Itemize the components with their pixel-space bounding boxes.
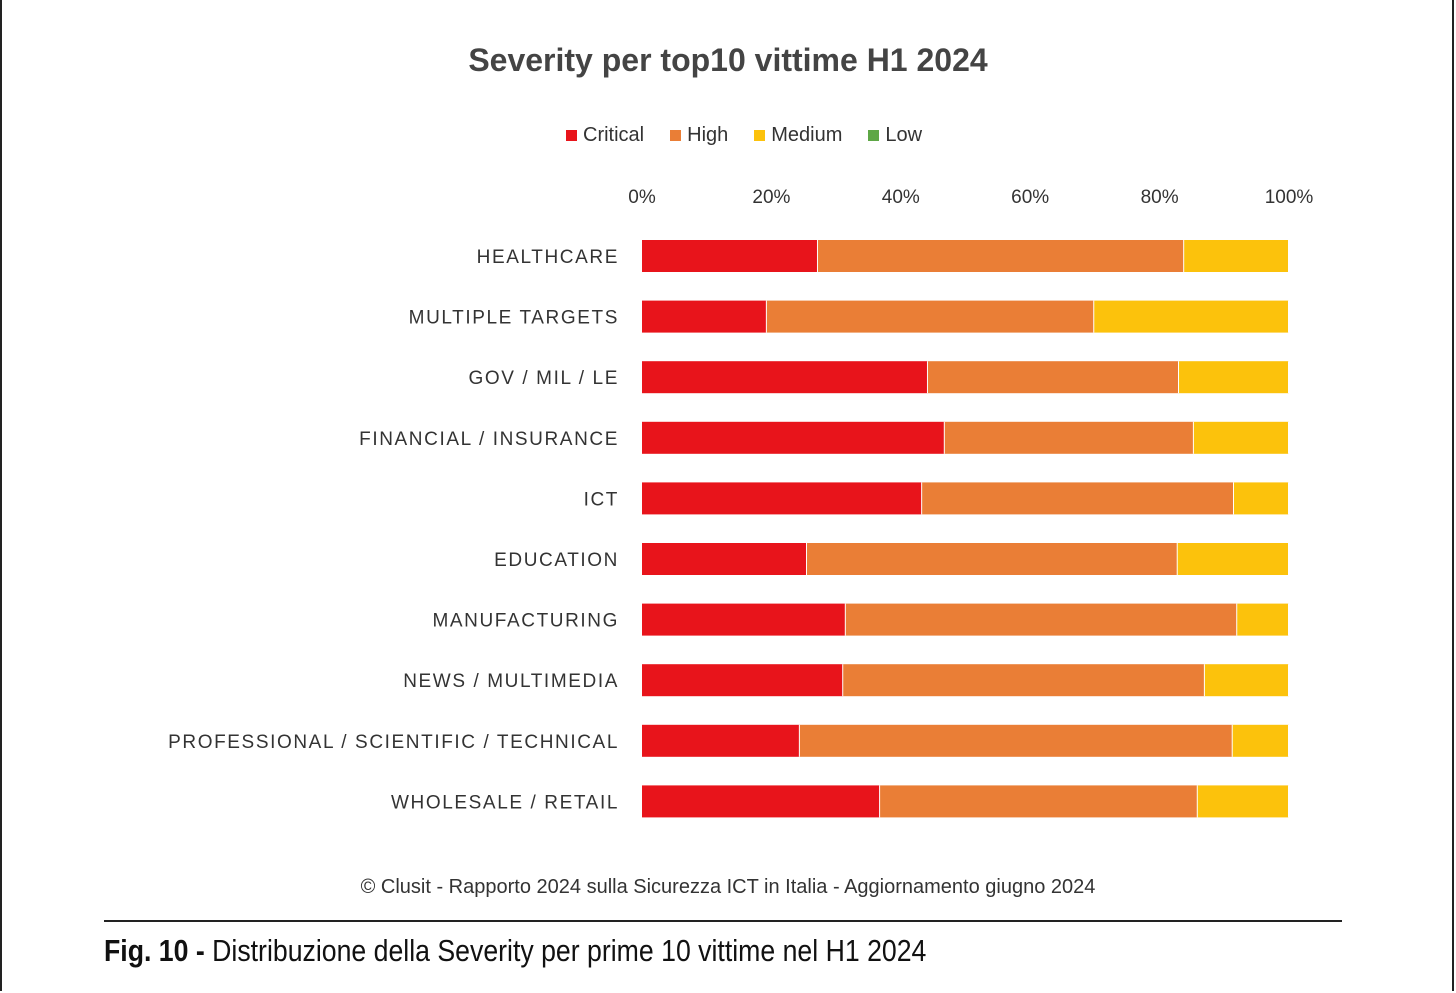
category-label: GOV / MIL / LE	[468, 368, 619, 389]
bar-segment-high	[880, 785, 1198, 818]
legend-swatch	[754, 130, 766, 141]
bar-segment-medium	[1179, 361, 1289, 394]
legend: Critical High Medium Low	[566, 124, 922, 147]
caption-label: Fig. 10 -	[104, 933, 205, 968]
bar-segment-high	[922, 482, 1235, 515]
bar-segment-high	[944, 421, 1194, 454]
bar-segment-high	[843, 664, 1205, 697]
bar-segment-medium	[1232, 724, 1289, 757]
bar-segment-medium	[1234, 482, 1289, 515]
category-label: MULTIPLE TARGETS	[409, 308, 619, 329]
bar-segment-critical	[642, 300, 767, 333]
legend-label: Low	[885, 124, 923, 146]
bar-segment-critical	[642, 543, 807, 575]
bar-segment-high	[806, 543, 1178, 575]
legend-label: Medium	[771, 124, 843, 146]
legend-item: Low	[868, 124, 922, 147]
figure-caption: Fig. 10 - Distribuzione della Severity p…	[104, 933, 926, 969]
chart-title: Severity per top10 vittime H1 2024	[468, 42, 988, 78]
bar-segment-critical	[642, 785, 881, 818]
bar-segment-critical	[642, 482, 923, 515]
bar-segment-high	[817, 240, 1185, 272]
bar-segment-critical	[642, 603, 846, 636]
legend-item: High	[670, 124, 728, 147]
x-tick-label: 80%	[1141, 187, 1179, 208]
bar-segment-medium	[1237, 603, 1289, 636]
x-tick-label: 0%	[628, 187, 656, 208]
category-label: EDUCATION	[494, 550, 619, 571]
legend-swatch	[670, 130, 682, 141]
bar-segment-high	[845, 603, 1238, 636]
legend-swatch	[868, 130, 880, 141]
legend-swatch	[566, 130, 577, 141]
x-tick-label: 40%	[882, 187, 920, 208]
x-tick-label: 60%	[1011, 187, 1049, 208]
bar-segment-high	[766, 300, 1095, 333]
legend-item: Critical	[566, 124, 644, 147]
bar-segment-critical	[642, 724, 800, 757]
x-tick-label: 20%	[752, 187, 790, 208]
legend-label: Critical	[583, 124, 645, 146]
category-label: WHOLESALE / RETAIL	[391, 792, 619, 813]
category-label: PROFESSIONAL / SCIENTIFIC / TECHNICAL	[168, 732, 619, 753]
category-label: HEALTHCARE	[477, 247, 619, 268]
bar-segment-critical	[642, 664, 844, 697]
bar-segment-medium	[1193, 421, 1289, 454]
bar-segment-high	[927, 361, 1180, 394]
category-label: ICT	[584, 489, 619, 510]
bar-segment-medium	[1204, 664, 1289, 697]
bar-segment-critical	[642, 421, 945, 454]
bar-segment-medium	[1197, 785, 1289, 818]
category-label: NEWS / MULTIMEDIA	[403, 671, 619, 692]
source-footer: © Clusit - Rapporto 2024 sulla Sicurezza…	[360, 876, 1096, 898]
x-tick-label: 100%	[1265, 187, 1314, 208]
caption-text: Distribuzione della Severity per prime 1…	[204, 933, 927, 968]
category-label: MANUFACTURING	[432, 611, 619, 632]
category-label: FINANCIAL / INSURANCE	[359, 429, 619, 450]
bar-segment-high	[799, 724, 1233, 757]
bar-segment-critical	[642, 240, 818, 272]
bar-segment-medium	[1177, 543, 1289, 575]
legend-item: Medium	[754, 124, 842, 147]
bar-segment-medium	[1094, 300, 1289, 333]
bar-segment-critical	[642, 361, 928, 394]
legend-label: High	[687, 124, 729, 146]
divider	[104, 920, 1342, 922]
bar-segment-medium	[1184, 240, 1289, 272]
